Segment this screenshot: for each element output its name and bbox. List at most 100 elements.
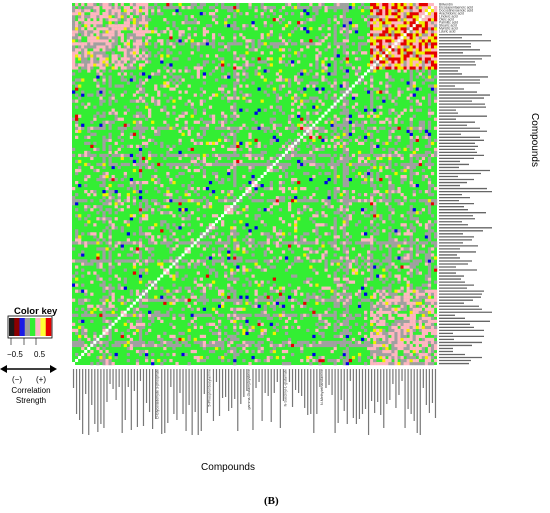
heatmap-cell xyxy=(178,114,182,118)
heatmap-cell xyxy=(379,328,383,333)
heatmap-cell xyxy=(123,153,127,158)
heatmap-cell xyxy=(169,211,173,215)
heatmap-cell xyxy=(160,319,164,323)
heatmap-cell xyxy=(196,63,200,67)
heatmap-cell xyxy=(364,87,368,91)
heatmap-cell xyxy=(245,51,249,55)
heatmap-cell xyxy=(269,304,273,308)
heatmap-cell xyxy=(379,105,383,109)
heatmap-cell xyxy=(208,256,213,260)
heatmap-cell xyxy=(193,316,197,320)
heatmap-cell xyxy=(157,162,161,167)
heatmap-cell xyxy=(403,162,407,167)
heatmap-cell xyxy=(120,132,124,136)
heatmap-cell xyxy=(321,199,325,203)
heatmap-cell xyxy=(400,259,404,263)
heatmap-cell xyxy=(424,54,429,58)
heatmap-cell xyxy=(348,199,353,203)
heatmap-cell xyxy=(312,292,316,296)
heatmap-cell xyxy=(315,301,319,305)
heatmap-cell xyxy=(248,168,252,173)
heatmap-cell xyxy=(78,165,82,170)
heatmap-cell xyxy=(287,313,292,317)
heatmap-cell xyxy=(236,162,240,167)
heatmap-cell xyxy=(281,78,286,82)
heatmap-cell xyxy=(138,313,143,317)
heatmap-cell xyxy=(199,42,203,46)
heatmap-cell xyxy=(132,313,137,317)
heatmap-cell xyxy=(397,36,401,40)
heatmap-cell xyxy=(421,340,426,345)
heatmap-cell xyxy=(409,99,413,103)
heatmap-cell xyxy=(96,262,100,266)
heatmap-cell xyxy=(172,69,176,73)
heatmap-cell xyxy=(354,162,359,167)
heatmap-cell xyxy=(345,361,349,366)
heatmap-cell xyxy=(257,340,261,345)
heatmap-cell xyxy=(248,135,252,139)
heatmap-cell xyxy=(84,54,88,58)
heatmap-cell xyxy=(196,241,200,245)
heatmap-cell xyxy=(90,259,94,263)
heatmap-cell xyxy=(151,280,155,284)
heatmap-cell xyxy=(99,66,103,70)
heatmap-cell xyxy=(96,126,100,130)
heatmap-cell xyxy=(114,117,118,121)
heatmap-cell xyxy=(84,262,88,266)
heatmap-cell xyxy=(78,340,82,345)
heatmap-cell xyxy=(370,159,374,164)
heatmap-cell xyxy=(394,343,398,348)
heatmap-cell xyxy=(221,340,225,345)
heatmap-cell xyxy=(233,205,237,209)
heatmap-cell xyxy=(418,162,422,167)
heatmap-cell xyxy=(114,111,118,115)
heatmap-cell xyxy=(114,328,118,333)
heatmap-cell xyxy=(132,331,137,336)
heatmap-cell xyxy=(379,184,383,188)
heatmap-cell xyxy=(406,54,410,58)
heatmap-cell xyxy=(157,180,161,185)
heatmap-cell xyxy=(117,340,121,345)
heatmap-cell xyxy=(148,226,152,230)
heatmap-cell xyxy=(278,256,283,260)
heatmap-cell xyxy=(75,63,79,67)
heatmap-cell xyxy=(382,280,386,284)
heatmap-cell xyxy=(360,199,365,203)
heatmap-cell xyxy=(430,241,435,245)
heatmap-cell xyxy=(291,298,295,302)
heatmap-cell xyxy=(424,63,429,67)
heatmap-cell xyxy=(111,108,115,112)
heatmap-cell xyxy=(415,250,419,254)
heatmap-cell xyxy=(312,220,316,224)
heatmap-cell xyxy=(382,42,386,46)
heatmap-cell xyxy=(391,63,395,67)
heatmap-cell xyxy=(278,180,283,185)
heatmap-cell xyxy=(166,123,170,127)
heatmap-cell xyxy=(141,289,146,293)
heatmap-cell xyxy=(306,205,310,209)
heatmap-cell xyxy=(129,48,134,52)
heatmap-cell xyxy=(376,190,380,194)
heatmap-cell xyxy=(281,289,286,293)
heatmap-cell xyxy=(233,72,237,76)
heatmap-cell xyxy=(336,174,340,179)
heatmap-cell xyxy=(373,217,377,221)
heatmap-cell xyxy=(72,30,76,34)
heatmap-cell xyxy=(403,349,407,354)
heatmap-cell xyxy=(120,60,124,64)
heatmap-cell xyxy=(348,313,353,317)
heatmap-cell xyxy=(169,358,173,363)
heatmap-cell xyxy=(309,265,313,269)
heatmap-cell xyxy=(236,159,240,164)
heatmap-cell xyxy=(281,298,286,302)
heatmap-cell xyxy=(145,57,149,61)
heatmap-cell xyxy=(84,223,88,227)
heatmap-cell xyxy=(287,54,292,58)
heatmap-cell xyxy=(221,75,225,79)
heatmap-cell xyxy=(187,57,191,61)
heatmap-cell xyxy=(248,153,252,158)
heatmap-cell xyxy=(306,159,310,164)
heatmap-cell xyxy=(318,358,322,363)
heatmap-cell xyxy=(394,307,398,311)
heatmap-cell xyxy=(391,208,395,212)
